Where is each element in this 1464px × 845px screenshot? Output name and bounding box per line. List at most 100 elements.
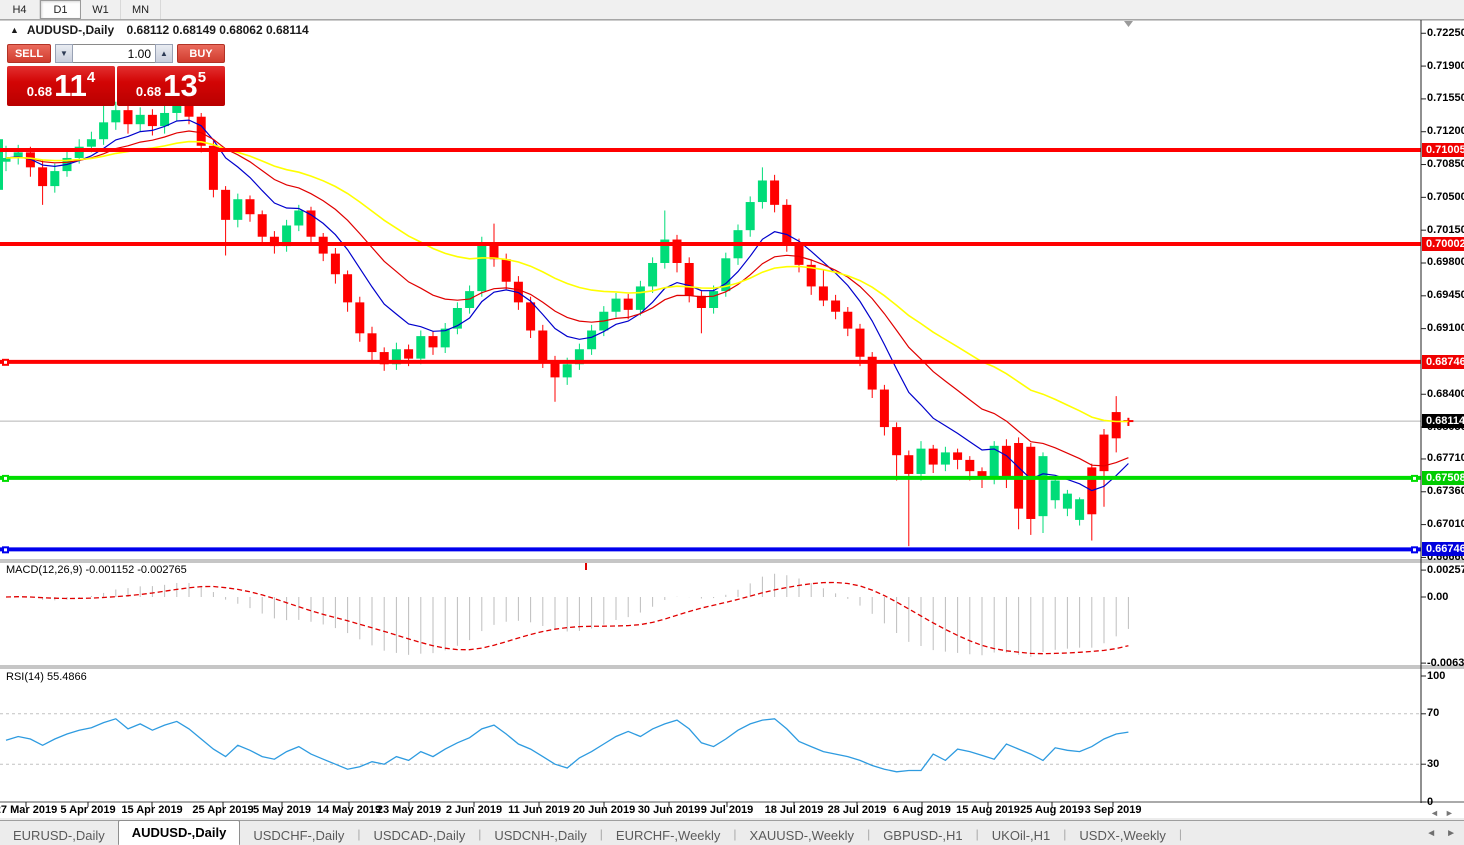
- candle: [172, 101, 182, 113]
- sell-button[interactable]: SELL: [7, 44, 51, 63]
- candle: [623, 298, 633, 310]
- candle: [477, 244, 487, 292]
- scroll-right-icon[interactable]: ►: [1444, 808, 1460, 818]
- candle: [538, 330, 548, 362]
- timeframe-button-w1[interactable]: W1: [81, 0, 121, 19]
- candle: [806, 264, 816, 287]
- chart-tab-audusd-daily[interactable]: AUDUSD-,Daily: [117, 820, 241, 845]
- level-line-handle-dot: [1413, 548, 1416, 552]
- candle: [147, 114, 157, 127]
- tab-scroll-right-icon[interactable]: ►: [1446, 828, 1456, 839]
- chart-tab-usdchf-daily[interactable]: USDCHF-,Daily: [253, 828, 345, 843]
- tab-separator: |: [1063, 826, 1067, 841]
- date-axis-label: 28 Jul 2019: [827, 804, 887, 816]
- tab-separator: |: [867, 826, 871, 841]
- scroll-left-icon[interactable]: ◄: [1430, 808, 1445, 818]
- chart-shift-marker-icon: [1124, 21, 1133, 27]
- chart-tab-usdcnh-daily[interactable]: USDCNH-,Daily: [494, 828, 587, 843]
- tab-scroll-arrows: ◄ ►: [1426, 828, 1456, 839]
- chart-background: [0, 20, 1464, 818]
- candle: [428, 336, 438, 348]
- candle: [123, 110, 133, 125]
- volume-decrease-button[interactable]: ▼: [55, 44, 73, 63]
- ma-fast: [5, 119, 1129, 492]
- candle: [86, 139, 96, 147]
- tab-separator: |: [975, 826, 979, 841]
- date-axis-label: 3 Sep 2019: [1084, 804, 1142, 816]
- candle: [684, 262, 694, 296]
- candle: [940, 452, 950, 465]
- candle: [440, 328, 450, 348]
- candle: [99, 122, 109, 140]
- candle: [282, 225, 292, 247]
- volume-increase-button[interactable]: ▲: [155, 44, 173, 63]
- candle: [977, 471, 987, 479]
- candle: [904, 455, 914, 474]
- chart-tab-eurusd-daily[interactable]: EURUSD-,Daily: [13, 828, 105, 843]
- candle: [916, 448, 926, 474]
- candle: [343, 274, 353, 303]
- date-axis-label: 14 May 2019: [316, 804, 382, 816]
- candle: [1026, 446, 1036, 519]
- buy-price-base: 0.68: [135, 84, 162, 99]
- candle: [1111, 412, 1121, 439]
- price-axis-highlight-label: 0.68746: [1422, 354, 1464, 369]
- chart-ohlc-readout: 0.68112 0.68149 0.68062 0.68114: [126, 23, 309, 37]
- candle: [208, 145, 218, 190]
- date-axis-label: 15 Apr 2019: [121, 804, 183, 816]
- tab-separator: |: [599, 826, 603, 841]
- candle: [989, 445, 999, 479]
- chart-tab-gbpusd-h1[interactable]: GBPUSD-,H1: [883, 828, 963, 843]
- candle: [648, 262, 658, 287]
- date-axis-label: 27 Mar 2019: [0, 804, 58, 816]
- candle: [269, 236, 279, 247]
- price-axis-label: 0.67360: [1427, 485, 1464, 498]
- level-line-handle-dot: [1413, 476, 1416, 480]
- tab-separator: |: [1178, 826, 1182, 841]
- candle: [855, 328, 865, 357]
- buy-price-box[interactable]: 0.68 13 5: [117, 66, 225, 106]
- candle: [1062, 493, 1072, 509]
- price-axis-label: 0.71200: [1427, 125, 1464, 138]
- chart-tab-bar: EURUSD-,Daily AUDUSD-,Daily USDCHF-,Daily |…: [0, 820, 1464, 845]
- price-axis-label: 0.002574: [1427, 563, 1464, 576]
- candle: [489, 244, 499, 260]
- candle: [111, 110, 121, 123]
- candle: [245, 199, 255, 215]
- sell-price-box[interactable]: 0.68 11 4: [7, 66, 115, 106]
- price-chart-svg[interactable]: [0, 0, 1464, 818]
- candle: [416, 336, 426, 359]
- candle: [672, 239, 682, 263]
- price-axis-label: -0.006326: [1427, 656, 1464, 669]
- candle: [306, 210, 316, 237]
- chart-tab-ukoil-h1[interactable]: UKOil-,H1: [991, 828, 1051, 843]
- timeframe-button-mn[interactable]: MN: [121, 0, 161, 19]
- date-axis-label: 20 Jun 2019: [572, 804, 636, 816]
- candle: [1050, 480, 1060, 501]
- tab-scroll-left-icon[interactable]: ◄: [1426, 828, 1437, 839]
- candle: [550, 361, 560, 378]
- chart-tab-xauusd-weekly[interactable]: XAUUSD-,Weekly: [749, 828, 855, 843]
- candle: [660, 239, 670, 263]
- timeframe-button-h4[interactable]: H4: [0, 0, 40, 19]
- candle: [526, 302, 536, 331]
- price-axis-label: 0.69100: [1427, 322, 1464, 335]
- rsi-indicator-label: RSI(14) 55.4866: [6, 671, 87, 683]
- candle: [50, 171, 60, 187]
- buy-button[interactable]: BUY: [177, 44, 225, 63]
- price-axis-highlight-label: 0.70002: [1422, 237, 1464, 252]
- timeframe-button-d1[interactable]: D1: [40, 0, 81, 19]
- candle: [635, 286, 645, 310]
- candle: [867, 356, 877, 390]
- chart-tab-eurchf-weekly[interactable]: EURCHF-,Weekly: [615, 828, 721, 843]
- volume-input[interactable]: [73, 44, 155, 63]
- price-axis-label: 0.67710: [1427, 452, 1464, 465]
- candle: [233, 199, 243, 220]
- candle: [611, 298, 621, 312]
- price-axis-label: 70: [1427, 707, 1440, 720]
- buy-price-big: 13: [163, 68, 198, 103]
- collapse-trade-panel-icon[interactable]: ▲: [10, 25, 19, 35]
- chart-tab-usdcad-daily[interactable]: USDCAD-,Daily: [373, 828, 466, 843]
- chart-tab-usdx-weekly[interactable]: USDX-,Weekly: [1079, 828, 1166, 843]
- price-axis-label: 0.69450: [1427, 289, 1464, 302]
